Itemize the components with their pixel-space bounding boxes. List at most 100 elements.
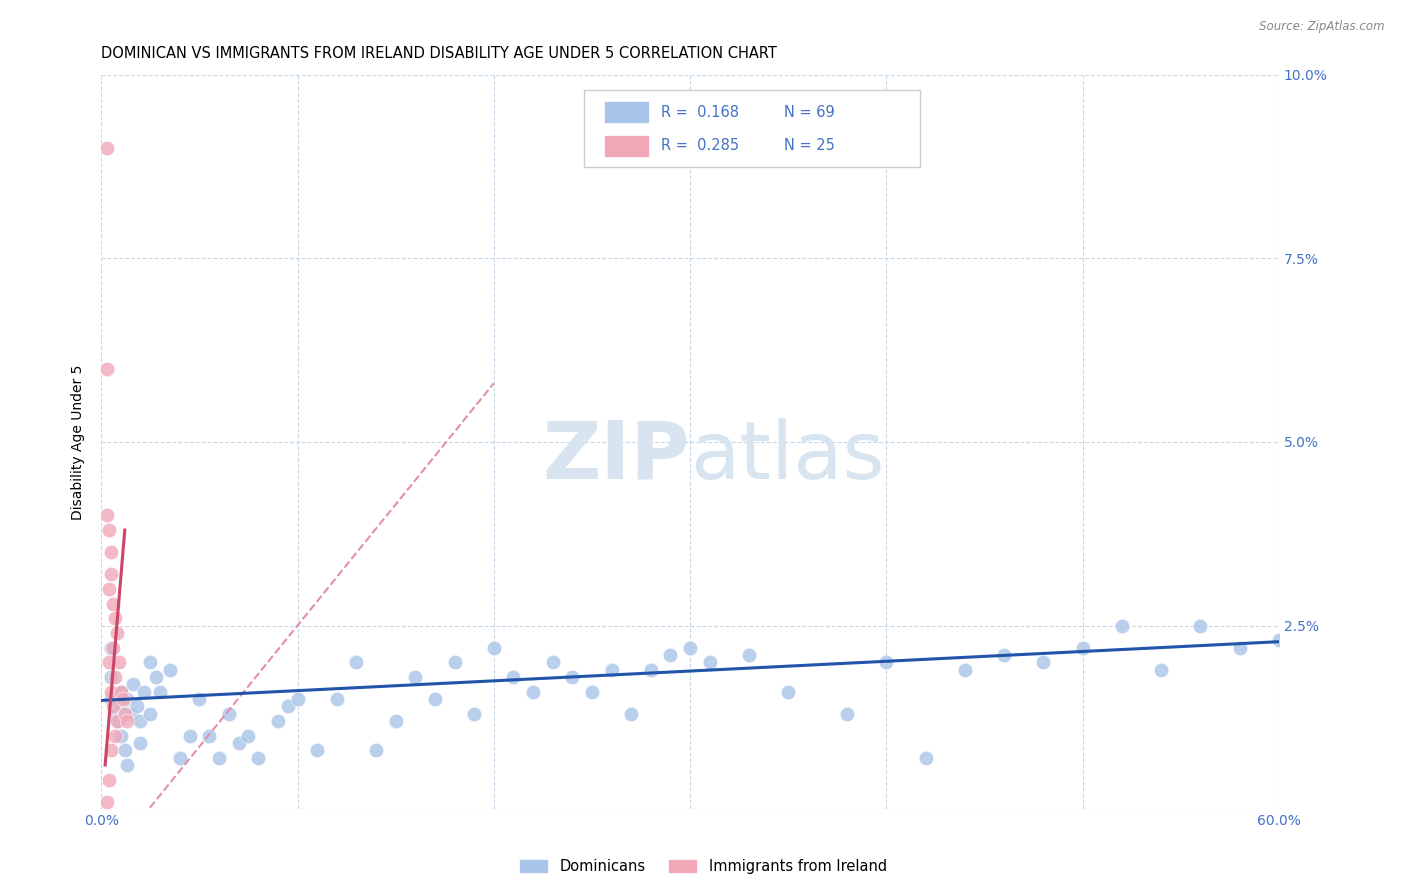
Point — [1189, 618, 1212, 632]
Text: R =  0.168: R = 0.168 — [661, 105, 738, 120]
Point — [1268, 633, 1291, 648]
Point — [277, 699, 299, 714]
Point — [600, 663, 623, 677]
Point — [139, 655, 162, 669]
Point — [1071, 640, 1094, 655]
Point — [108, 655, 131, 669]
Point — [101, 699, 124, 714]
Point — [145, 670, 167, 684]
FancyBboxPatch shape — [583, 89, 920, 167]
Point — [134, 684, 156, 698]
Point — [125, 699, 148, 714]
Point — [198, 729, 221, 743]
Point — [105, 625, 128, 640]
Point — [679, 640, 702, 655]
Point — [218, 706, 240, 721]
Point — [149, 684, 172, 698]
Point — [953, 663, 976, 677]
Point — [98, 523, 121, 537]
Point — [98, 582, 121, 596]
Point — [111, 692, 134, 706]
Point — [443, 655, 465, 669]
Point — [98, 772, 121, 787]
Point — [307, 743, 329, 757]
Point — [121, 677, 143, 691]
Point — [914, 750, 936, 764]
Point — [344, 655, 367, 669]
Point — [159, 663, 181, 677]
Point — [640, 663, 662, 677]
Point — [875, 655, 897, 669]
Point — [105, 706, 128, 721]
Point — [101, 597, 124, 611]
Point — [104, 611, 127, 625]
Point — [96, 508, 118, 523]
Point — [287, 692, 309, 706]
Point — [1032, 655, 1054, 669]
Point — [502, 670, 524, 684]
Point — [423, 692, 446, 706]
Point — [267, 714, 290, 728]
Point — [96, 361, 118, 376]
Point — [778, 684, 800, 698]
Point — [620, 706, 643, 721]
Point — [247, 750, 270, 764]
Point — [100, 692, 122, 706]
Text: ZIP: ZIP — [543, 417, 690, 496]
Point — [105, 714, 128, 728]
Point — [1229, 640, 1251, 655]
Point — [463, 706, 485, 721]
Point — [115, 714, 138, 728]
Text: R =  0.285: R = 0.285 — [661, 138, 738, 153]
Point — [179, 729, 201, 743]
Point — [208, 750, 231, 764]
Point — [699, 655, 721, 669]
Point — [326, 692, 349, 706]
Y-axis label: Disability Age Under 5: Disability Age Under 5 — [72, 364, 86, 520]
Point — [228, 736, 250, 750]
Point — [659, 648, 682, 662]
Point — [1111, 618, 1133, 632]
Point — [139, 706, 162, 721]
Point — [188, 692, 211, 706]
Point — [115, 692, 138, 706]
Legend: Dominicans, Immigrants from Ireland: Dominicans, Immigrants from Ireland — [513, 854, 893, 880]
Point — [114, 706, 136, 721]
Point — [100, 670, 122, 684]
Point — [837, 706, 859, 721]
Point — [96, 795, 118, 809]
Text: DOMINICAN VS IMMIGRANTS FROM IRELAND DISABILITY AGE UNDER 5 CORRELATION CHART: DOMINICAN VS IMMIGRANTS FROM IRELAND DIS… — [101, 46, 778, 62]
Point — [98, 655, 121, 669]
FancyBboxPatch shape — [605, 102, 650, 123]
Text: atlas: atlas — [690, 417, 884, 496]
Point — [561, 670, 583, 684]
Point — [993, 648, 1015, 662]
Point — [364, 743, 387, 757]
Point — [522, 684, 544, 698]
Point — [96, 141, 118, 155]
Point — [482, 640, 505, 655]
Text: N = 69: N = 69 — [785, 105, 835, 120]
Point — [108, 714, 131, 728]
Point — [110, 684, 132, 698]
Point — [114, 743, 136, 757]
Point — [101, 640, 124, 655]
Point — [100, 545, 122, 559]
Point — [129, 736, 152, 750]
Point — [120, 706, 142, 721]
Point — [100, 640, 122, 655]
Point — [110, 729, 132, 743]
Point — [100, 743, 122, 757]
Point — [100, 684, 122, 698]
Point — [110, 684, 132, 698]
Point — [115, 758, 138, 772]
Point — [100, 567, 122, 582]
Point — [1150, 663, 1173, 677]
Point — [110, 699, 132, 714]
Text: Source: ZipAtlas.com: Source: ZipAtlas.com — [1260, 20, 1385, 33]
Point — [404, 670, 426, 684]
Point — [169, 750, 191, 764]
Point — [104, 729, 127, 743]
Point — [104, 670, 127, 684]
Text: N = 25: N = 25 — [785, 138, 835, 153]
